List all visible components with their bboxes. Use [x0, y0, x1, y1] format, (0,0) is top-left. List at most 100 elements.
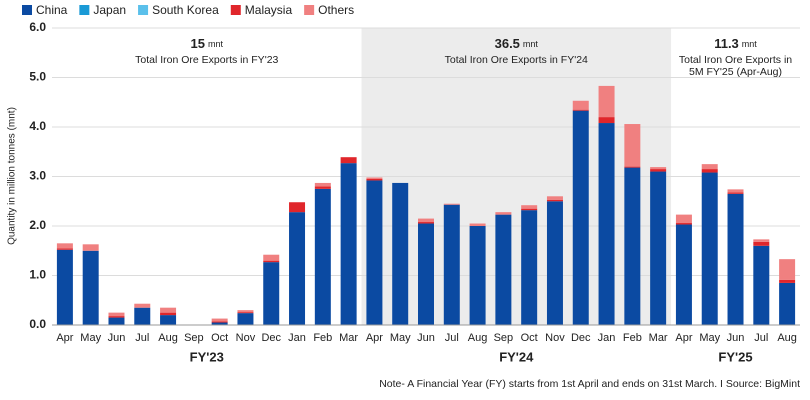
bar-segment: [572, 109, 589, 111]
annotation-unit: mnt: [208, 39, 224, 49]
bar-segment: [675, 214, 692, 224]
x-tick-label: Jul: [754, 332, 768, 344]
bar-segment: [650, 169, 667, 172]
bar-segment: [701, 164, 718, 170]
bar-segment: [134, 307, 151, 325]
legend-label: China: [36, 3, 68, 17]
x-tick-label: Dec: [571, 332, 591, 344]
x-tick-label: Aug: [777, 332, 797, 344]
bar-segment: [546, 196, 563, 200]
annotation-value: 36.5 mnt: [495, 36, 539, 51]
bar-segment: [753, 245, 770, 325]
bar-segment: [727, 189, 744, 193]
x-tick-label: Jul: [445, 332, 459, 344]
x-tick-label: Jun: [727, 332, 745, 344]
annotation-number: 15: [191, 36, 205, 51]
bar-segment: [160, 307, 177, 313]
bar-segment: [521, 205, 538, 209]
x-tick-label: Mar: [649, 332, 668, 344]
x-tick-label: Sep: [494, 332, 514, 344]
bar-segment: [495, 214, 512, 325]
x-tick-label: Nov: [236, 332, 256, 344]
bar-segment: [314, 182, 331, 187]
y-tick-label: 5.0: [29, 70, 46, 84]
x-tick-label: Aug: [468, 332, 488, 344]
bar-segment: [211, 321, 228, 323]
bar-segment: [779, 259, 796, 280]
x-tick-label: Jun: [417, 332, 435, 344]
bar-segment: [237, 313, 254, 325]
bar-segment: [727, 193, 744, 325]
bar-segment: [675, 223, 692, 225]
bar-segment: [237, 310, 254, 313]
bar-segment: [495, 212, 512, 215]
bar-segment: [469, 223, 486, 226]
bar-segment: [546, 199, 563, 202]
bar-segment: [134, 303, 151, 308]
bar-segment: [211, 318, 228, 322]
bar-segment: [521, 208, 538, 211]
x-tick-label: Aug: [158, 332, 178, 344]
bar-segment: [211, 322, 228, 325]
x-tick-label: Feb: [623, 332, 642, 344]
bar-segment: [572, 110, 589, 325]
legend-swatch: [304, 5, 315, 15]
y-axis-label: Quantity in million tonnes (mnt): [7, 107, 18, 245]
x-tick-label: Apr: [675, 332, 692, 344]
bar-segment: [160, 315, 177, 325]
x-tick-label: Sep: [184, 332, 204, 344]
annotation-text: 5M FY'25 (Apr-Aug): [689, 66, 782, 78]
x-tick-label: Dec: [261, 332, 281, 344]
group-label: FY'24: [499, 349, 534, 364]
bar-segment: [108, 317, 125, 325]
bar-segment: [598, 123, 615, 325]
x-tick-label: Feb: [313, 332, 332, 344]
x-tick-label: Apr: [366, 332, 383, 344]
x-tick-label: Jan: [288, 332, 306, 344]
annotation-text: Total Iron Ore Exports in FY'23: [135, 54, 278, 66]
y-tick-label: 0.0: [29, 317, 46, 331]
annotation-number: 11.3: [714, 36, 739, 51]
bar-segment: [340, 163, 357, 325]
bar-segment: [779, 279, 796, 283]
bar-segment: [624, 124, 641, 167]
bar-segment: [314, 186, 331, 189]
bar-segment: [366, 180, 383, 325]
bar-segment: [701, 169, 718, 173]
legend-swatch: [138, 5, 149, 15]
x-tick-label: Nov: [545, 332, 565, 344]
bar-segment: [160, 312, 177, 316]
bar-segment: [108, 312, 125, 317]
note: Note- A Financial Year (FY) starts from …: [379, 378, 800, 390]
x-tick-label: Mar: [339, 332, 358, 344]
group-label: FY'25: [718, 349, 752, 364]
bar-segment: [366, 177, 383, 179]
x-tick-label: May: [699, 332, 720, 344]
x-tick-label: May: [80, 332, 101, 344]
bar-segment: [82, 244, 99, 251]
y-tick-label: 6.0: [29, 20, 46, 34]
annotation-value: 11.3 mnt: [714, 36, 757, 51]
x-tick-label: Oct: [211, 332, 228, 344]
legend-label: Others: [318, 3, 354, 17]
bar-segment: [366, 178, 383, 181]
bar-segment: [108, 316, 125, 318]
bar-segment: [237, 312, 254, 314]
legend-swatch: [230, 5, 241, 15]
annotation-text: Total Iron Ore Exports in: [679, 54, 792, 66]
bar-segment: [289, 212, 306, 325]
legend-label: Malaysia: [245, 3, 293, 17]
bar-segment: [289, 202, 306, 213]
bar-segment: [727, 192, 744, 194]
x-tick-label: Oct: [521, 332, 538, 344]
bar-segment: [263, 260, 280, 263]
x-tick-label: May: [390, 332, 411, 344]
annotation-value: 15 mnt: [191, 36, 224, 51]
bar-segment: [263, 262, 280, 325]
bar-segment: [624, 166, 641, 168]
bar-segment: [418, 222, 434, 224]
bar-segment: [418, 223, 434, 325]
bar-segment: [650, 167, 667, 170]
y-tick-label: 2.0: [29, 218, 46, 232]
